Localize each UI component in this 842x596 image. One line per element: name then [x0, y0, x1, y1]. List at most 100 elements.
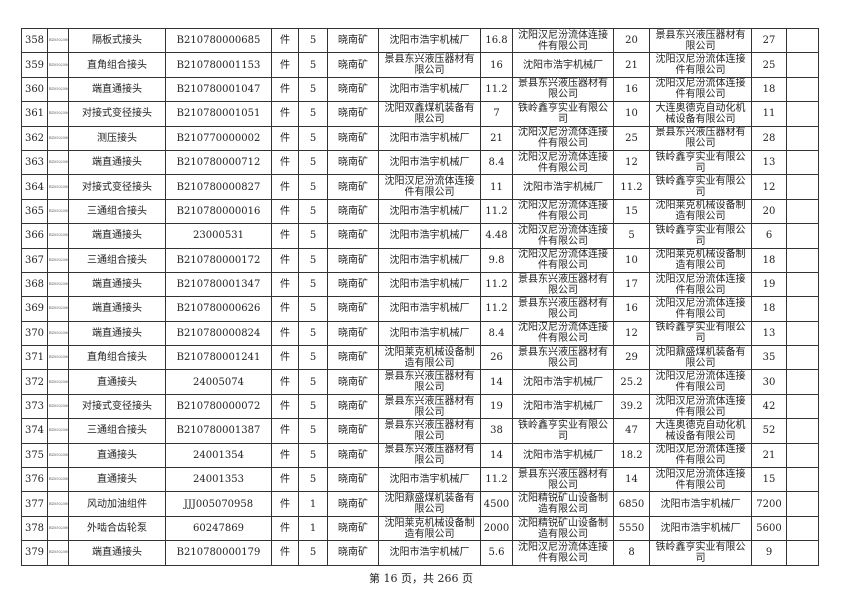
price-1: 11 — [480, 174, 513, 200]
row-number: 372 — [21, 369, 48, 395]
part-number: B210780001387 — [165, 418, 272, 444]
table-row: 375BZ050258001446直通接头24001354件5晓南矿景县东兴液压… — [21, 442, 819, 469]
supplier-3: 沈阳鼐盛煤机装备有限公司 — [649, 345, 752, 371]
material-code: BZ050258001444 — [47, 393, 69, 420]
item-name: 对接式变径接头 — [68, 101, 166, 127]
material-code: BZ050258001445 — [47, 418, 69, 444]
mine-name: 晓南矿 — [327, 540, 379, 566]
price-1: 9.8 — [480, 247, 513, 273]
row-number: 373 — [21, 393, 48, 420]
price-2: 10 — [613, 247, 650, 273]
supplier-2: 景县东兴液压器材有限公司 — [512, 76, 614, 103]
supplier-3: 沈阳汉尼汾流体连接件有限公司 — [649, 442, 752, 469]
item-name: 对接式变径接头 — [68, 174, 166, 200]
row-number: 368 — [21, 271, 48, 298]
part-number: B210780001153 — [165, 52, 272, 78]
unit: 件 — [271, 393, 299, 420]
row-number: 358 — [21, 27, 48, 54]
empty-cell — [786, 76, 819, 103]
supplier-1: 沈阳汉尼汾流体连接件有限公司 — [378, 174, 481, 200]
price-3: 13 — [751, 320, 787, 347]
part-number: 60247869 — [165, 515, 272, 542]
price-2: 21 — [613, 52, 650, 78]
item-name: 直通接头 — [68, 442, 166, 469]
material-code: BZ050258001428 — [47, 223, 69, 249]
supplier-3: 景县东兴液压器材有限公司 — [649, 125, 752, 151]
price-1: 4500 — [480, 491, 513, 517]
supplier-2: 沈阳精锐矿山设备制造有限公司 — [512, 491, 614, 517]
table-row: 360BZ050258001421端直通接头B210780001047件5晓南矿… — [21, 76, 819, 103]
price-3: 52 — [751, 418, 787, 444]
part-number: JJJ005070958 — [165, 491, 272, 517]
item-name: 三通组合接头 — [68, 418, 166, 444]
unit: 件 — [271, 418, 299, 444]
part-number: B210780000626 — [165, 296, 272, 322]
price-2: 18.2 — [613, 442, 650, 469]
price-2: 6850 — [613, 491, 650, 517]
part-number: B210780000172 — [165, 247, 272, 273]
page-footer: 第 16 页，共 266 页 — [369, 572, 473, 585]
part-number: B210780001047 — [165, 76, 272, 103]
price-3: 35 — [751, 345, 787, 371]
supplier-3: 沈阳汉尼汾流体连接件有限公司 — [649, 271, 752, 298]
price-1: 2000 — [480, 515, 513, 542]
empty-cell — [786, 271, 819, 298]
table-row: 361BZ050258001422对接式变径接头B210780001051件5晓… — [21, 101, 819, 127]
table-row: 363BZ050258001425端直通接头B210780000712件5晓南矿… — [21, 149, 819, 176]
supplier-1: 沈阳双鑫煤机装备有限公司 — [378, 101, 481, 127]
price-1: 14 — [480, 369, 513, 395]
price-2: 25.2 — [613, 369, 650, 395]
row-number: 374 — [21, 418, 48, 444]
empty-cell — [786, 125, 819, 151]
part-number: 23000531 — [165, 223, 272, 249]
row-number: 371 — [21, 345, 48, 371]
table-row: 374BZ050258001445三通组合接头B210780001387件5晓南… — [21, 418, 819, 444]
part-number: B210780001051 — [165, 101, 272, 127]
empty-cell — [786, 223, 819, 249]
material-code: BZ050258001441 — [47, 369, 69, 395]
price-2: 20 — [613, 27, 650, 54]
empty-cell — [786, 467, 819, 493]
material-code: BZ050258001435 — [47, 320, 69, 347]
price-3: 42 — [751, 393, 787, 420]
price-2: 16 — [613, 76, 650, 103]
supplier-2: 景县东兴液压器材有限公司 — [512, 271, 614, 298]
price-3: 7200 — [751, 491, 787, 517]
row-number: 367 — [21, 247, 48, 273]
table-row: 372BZ050258001441直通接头24005074件5晓南矿景县东兴液压… — [21, 369, 819, 395]
row-number: 364 — [21, 174, 48, 200]
price-3: 15 — [751, 467, 787, 493]
quantity: 5 — [298, 247, 328, 273]
unit: 件 — [271, 369, 299, 395]
supplier-3: 沈阳莱克机械设备制造有限公司 — [649, 198, 752, 225]
row-number: 377 — [21, 491, 48, 517]
mine-name: 晓南矿 — [327, 271, 379, 298]
price-1: 7 — [480, 101, 513, 127]
unit: 件 — [271, 76, 299, 103]
table-body: 358BZ050258001418隔板式接头B210780000685件5晓南矿… — [21, 27, 819, 566]
price-3: 5600 — [751, 515, 787, 542]
price-1: 14 — [480, 442, 513, 469]
material-code: BZ050258001418 — [47, 27, 69, 54]
price-3: 21 — [751, 442, 787, 469]
price-3: 9 — [751, 540, 787, 566]
row-number: 360 — [21, 76, 48, 103]
price-3: 12 — [751, 174, 787, 200]
price-1: 26 — [480, 345, 513, 371]
mine-name: 晓南矿 — [327, 149, 379, 176]
price-2: 8 — [613, 540, 650, 566]
unit: 件 — [271, 442, 299, 469]
mine-name: 晓南矿 — [327, 76, 379, 103]
price-3: 25 — [751, 52, 787, 78]
mine-name: 晓南矿 — [327, 247, 379, 273]
part-number: B210770000002 — [165, 125, 272, 151]
supplier-1: 沈阳市浩宇机械厂 — [378, 125, 481, 151]
supplier-3: 铁岭鑫亨实业有限公司 — [649, 149, 752, 176]
supplier-3: 沈阳汉尼汾流体连接件有限公司 — [649, 369, 752, 395]
part-number: B210780000072 — [165, 393, 272, 420]
empty-cell — [786, 369, 819, 395]
supplier-3: 沈阳汉尼汾流体连接件有限公司 — [649, 393, 752, 420]
supplier-3: 沈阳汉尼汾流体连接件有限公司 — [649, 467, 752, 493]
quantity: 5 — [298, 345, 328, 371]
table-row: 379BZ050258001458端直通接头B210780000179件5晓南矿… — [21, 540, 819, 566]
